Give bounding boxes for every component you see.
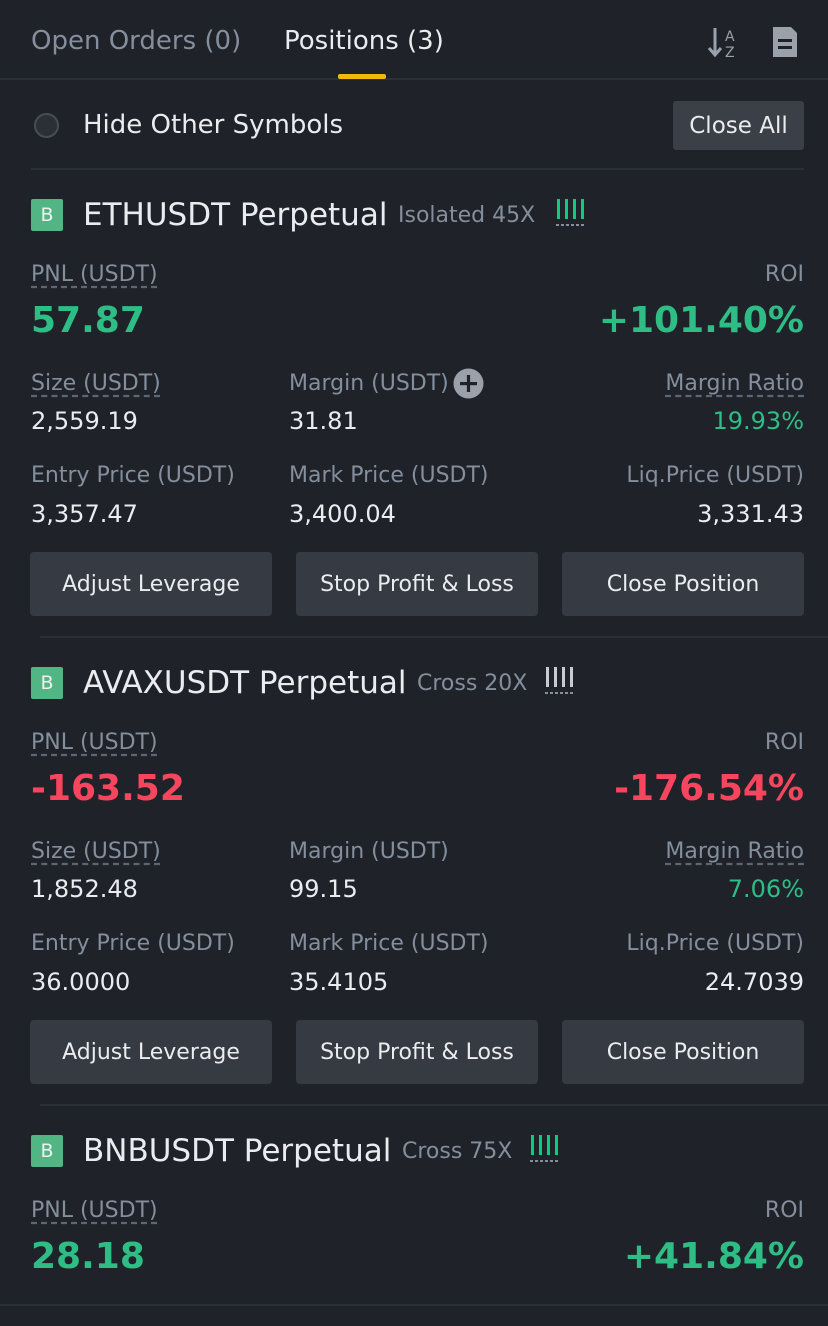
hide-other-symbols-radio[interactable]	[34, 113, 59, 138]
pnl-value: -163.52	[31, 768, 185, 809]
signal-bars-icon[interactable]	[545, 665, 575, 695]
signal-bars-icon[interactable]	[530, 1133, 560, 1163]
margin-ratio-label[interactable]: Margin Ratio	[665, 371, 804, 396]
roi-label: ROI	[764, 1198, 804, 1223]
side-badge: B	[31, 1135, 63, 1167]
margin-mode-leverage[interactable]: Isolated 45X	[398, 203, 536, 228]
margin-mode-leverage[interactable]: Cross 75X	[402, 1139, 513, 1164]
mark-price-label: Mark Price (USDT)	[289, 931, 489, 956]
entry-price-value: 36.0000	[31, 968, 131, 996]
hide-other-symbols-label: Hide Other Symbols	[83, 110, 344, 140]
liq-price-label: Liq.Price (USDT)	[626, 931, 804, 956]
entry-price-label: Entry Price (USDT)	[31, 463, 235, 488]
margin-label: Margin (USDT)	[289, 371, 449, 396]
mark-price-value: 3,400.04	[289, 500, 396, 528]
entry-price-value: 3,357.47	[31, 500, 138, 528]
pnl-value: 28.18	[31, 1236, 145, 1277]
margin-value: 99.15	[289, 875, 358, 903]
symbol-name[interactable]: ETHUSDT Perpetual	[83, 197, 388, 233]
size-label[interactable]: Size (USDT)	[31, 839, 161, 864]
close-all-button[interactable]: Close All	[673, 101, 804, 150]
margin-ratio-value: 7.06%	[727, 875, 804, 903]
symbol-name[interactable]: BNBUSDT Perpetual	[83, 1133, 392, 1169]
stop-profit-loss-button[interactable]: Stop Profit & Loss	[296, 552, 538, 616]
position-card-avax: B AVAXUSDT Perpetual Cross 20X PNL (USDT…	[0, 468, 828, 1084]
tab-open-orders[interactable]: Open Orders (0)	[31, 26, 242, 56]
margin-label: Margin (USDT)	[289, 839, 449, 864]
divider	[40, 636, 828, 638]
liq-price-label: Liq.Price (USDT)	[626, 463, 804, 488]
pnl-value: 57.87	[31, 300, 145, 341]
mark-price-label: Mark Price (USDT)	[289, 463, 489, 488]
margin-ratio-value: 19.93%	[712, 407, 804, 435]
entry-price-label: Entry Price (USDT)	[31, 931, 235, 956]
close-position-button[interactable]: Close Position	[562, 1020, 804, 1084]
mark-price-value: 35.4105	[289, 968, 389, 996]
size-value: 2,559.19	[31, 407, 138, 435]
stop-profit-loss-button[interactable]: Stop Profit & Loss	[296, 1020, 538, 1084]
divider	[0, 1304, 828, 1306]
symbol-name[interactable]: AVAXUSDT Perpetual	[83, 665, 407, 701]
margin-ratio-label[interactable]: Margin Ratio	[665, 839, 804, 864]
margin-mode-leverage[interactable]: Cross 20X	[417, 671, 528, 696]
pnl-label[interactable]: PNL (USDT)	[31, 730, 158, 755]
active-tab-indicator	[338, 74, 386, 79]
svg-text:A: A	[725, 29, 735, 45]
roi-label: ROI	[764, 730, 804, 755]
adjust-leverage-button[interactable]: Adjust Leverage	[30, 552, 272, 616]
pnl-label[interactable]: PNL (USDT)	[31, 1198, 158, 1223]
plus-circle-icon[interactable]	[453, 368, 484, 399]
document-icon[interactable]	[768, 22, 802, 62]
position-card-bnb: B BNBUSDT Perpetual Cross 75X PNL (USDT)…	[0, 936, 828, 1326]
pnl-label[interactable]: PNL (USDT)	[31, 262, 158, 287]
size-value: 1,852.48	[31, 875, 138, 903]
liq-price-value: 3,331.43	[697, 500, 804, 528]
sort-az-icon[interactable]: A Z	[706, 22, 740, 62]
roi-label: ROI	[764, 262, 804, 287]
liq-price-value: 24.7039	[704, 968, 804, 996]
tab-bar: Open Orders (0) Positions (3) A Z	[0, 0, 828, 80]
roi-value: -176.54%	[614, 768, 804, 809]
roi-value: +101.40%	[598, 300, 804, 341]
svg-text:Z: Z	[725, 45, 735, 61]
roi-value: +41.84%	[623, 1236, 804, 1277]
tab-positions[interactable]: Positions (3)	[284, 26, 444, 56]
side-badge: B	[31, 199, 63, 231]
size-label[interactable]: Size (USDT)	[31, 371, 161, 396]
position-card-eth: B ETHUSDT Perpetual Isolated 45X PNL (US…	[0, 0, 828, 616]
close-position-button[interactable]: Close Position	[562, 552, 804, 616]
side-badge: B	[31, 667, 63, 699]
margin-value: 31.81	[289, 407, 358, 435]
signal-bars-icon[interactable]	[556, 197, 586, 227]
divider	[40, 1104, 828, 1106]
divider	[31, 168, 804, 170]
adjust-leverage-button[interactable]: Adjust Leverage	[30, 1020, 272, 1084]
